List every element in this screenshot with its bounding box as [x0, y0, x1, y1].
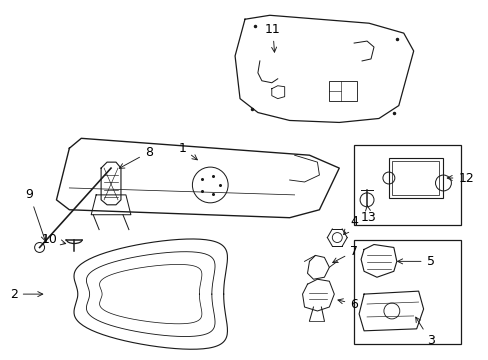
- Bar: [353, 145, 460, 225]
- Text: 10: 10: [41, 233, 65, 246]
- Text: 13: 13: [361, 206, 376, 224]
- Text: 9: 9: [26, 188, 46, 241]
- Text: 11: 11: [264, 23, 280, 52]
- Text: 8: 8: [119, 146, 152, 168]
- Text: 3: 3: [415, 317, 434, 347]
- Text: 5: 5: [397, 255, 434, 268]
- Text: 1: 1: [178, 142, 197, 160]
- Text: 12: 12: [447, 171, 473, 185]
- Text: 6: 6: [337, 297, 357, 311]
- Text: 4: 4: [343, 215, 357, 235]
- Bar: [391, 161, 439, 195]
- Bar: [353, 239, 460, 344]
- Bar: [388, 158, 443, 198]
- Text: 7: 7: [332, 245, 357, 262]
- Bar: [328, 81, 356, 100]
- Text: 2: 2: [10, 288, 42, 301]
